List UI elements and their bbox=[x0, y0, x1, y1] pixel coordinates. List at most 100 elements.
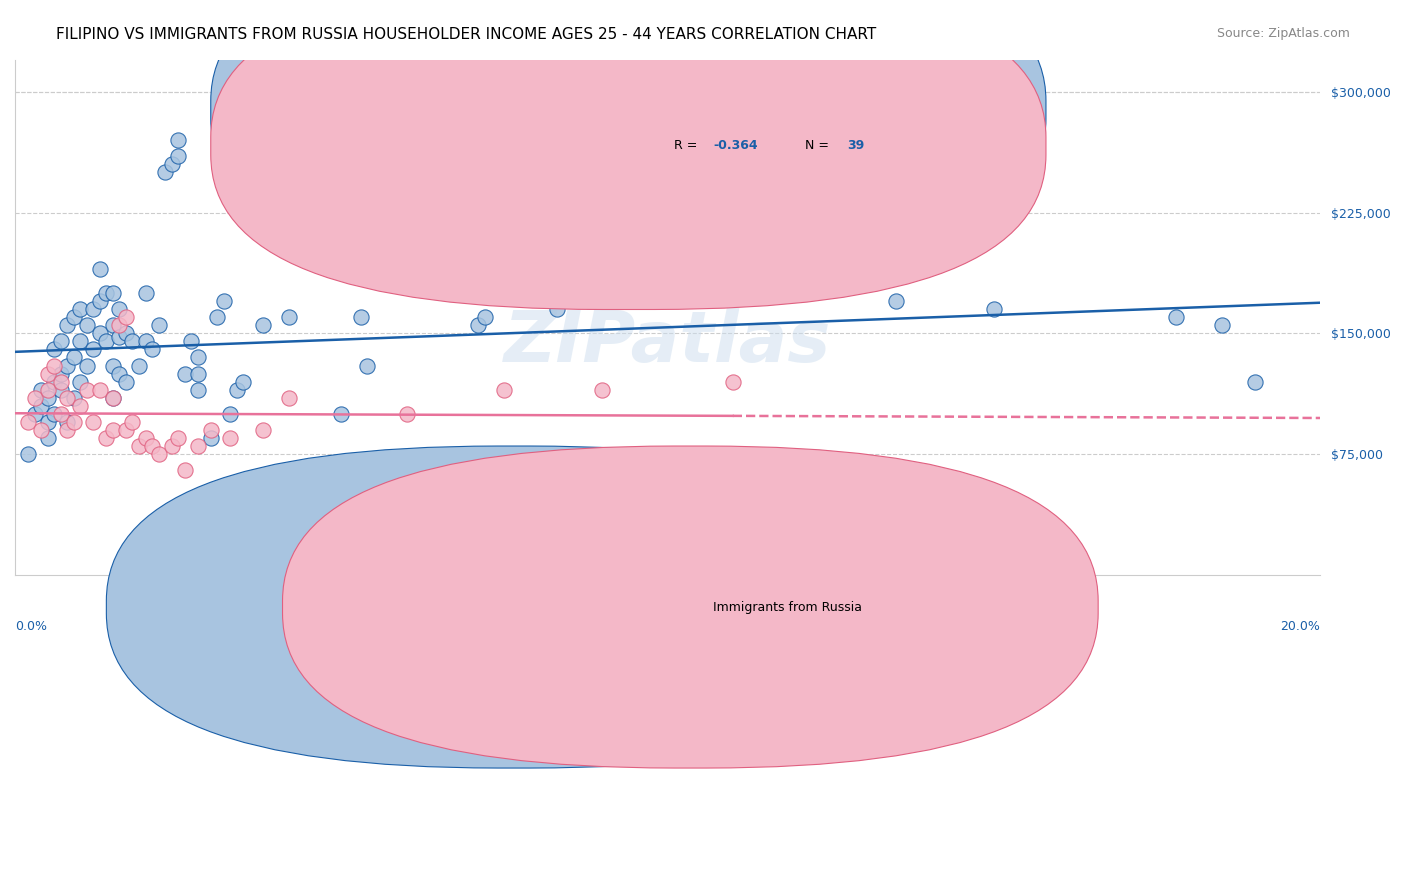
Point bbox=[69, 302, 91, 317]
FancyBboxPatch shape bbox=[107, 446, 922, 768]
Point bbox=[44, 375, 66, 389]
Point bbox=[89, 326, 111, 341]
Point bbox=[148, 318, 170, 333]
Point bbox=[187, 367, 209, 381]
FancyBboxPatch shape bbox=[576, 90, 1033, 168]
Text: R =: R = bbox=[673, 139, 702, 153]
Point bbox=[115, 423, 138, 437]
Point bbox=[546, 302, 568, 317]
Text: ZIPatlas: ZIPatlas bbox=[503, 309, 831, 377]
Point bbox=[134, 286, 156, 301]
Point bbox=[89, 261, 111, 276]
Text: 39: 39 bbox=[848, 139, 865, 153]
Point bbox=[30, 399, 52, 413]
Point bbox=[141, 343, 163, 357]
Text: Immigrants from Russia: Immigrants from Russia bbox=[713, 601, 862, 614]
Point bbox=[134, 431, 156, 445]
Point bbox=[494, 383, 516, 397]
Point bbox=[49, 407, 72, 421]
Point bbox=[30, 383, 52, 397]
Point bbox=[101, 423, 124, 437]
Point bbox=[30, 423, 52, 437]
Point bbox=[49, 375, 72, 389]
Point bbox=[141, 439, 163, 453]
Point bbox=[44, 359, 66, 373]
Point bbox=[82, 343, 104, 357]
Point bbox=[69, 334, 91, 349]
Point bbox=[76, 383, 98, 397]
Text: R =: R = bbox=[673, 102, 702, 115]
Point bbox=[1211, 318, 1233, 333]
Point bbox=[115, 375, 138, 389]
Point bbox=[1166, 310, 1188, 325]
Point bbox=[76, 318, 98, 333]
Point bbox=[115, 310, 138, 325]
Point bbox=[148, 447, 170, 461]
Text: 78: 78 bbox=[848, 102, 865, 115]
Point bbox=[101, 391, 124, 405]
Point bbox=[167, 149, 190, 163]
Point bbox=[173, 463, 195, 477]
Point bbox=[200, 423, 222, 437]
Point bbox=[356, 359, 378, 373]
Point bbox=[37, 415, 59, 429]
Point bbox=[983, 302, 1005, 317]
Point bbox=[37, 367, 59, 381]
Point bbox=[69, 375, 91, 389]
Point bbox=[62, 351, 84, 365]
Point bbox=[578, 294, 600, 309]
Point bbox=[108, 302, 131, 317]
Point bbox=[56, 359, 79, 373]
Point bbox=[24, 391, 46, 405]
Text: FILIPINO VS IMMIGRANTS FROM RUSSIA HOUSEHOLDER INCOME AGES 25 - 44 YEARS CORRELA: FILIPINO VS IMMIGRANTS FROM RUSSIA HOUSE… bbox=[56, 27, 876, 42]
Point bbox=[37, 383, 59, 397]
Text: Filipinos: Filipinos bbox=[537, 601, 588, 614]
Point bbox=[101, 286, 124, 301]
Point bbox=[160, 157, 183, 171]
Point bbox=[101, 391, 124, 405]
Point bbox=[330, 487, 353, 501]
Point bbox=[657, 286, 679, 301]
Point bbox=[134, 334, 156, 349]
Point bbox=[350, 310, 373, 325]
Point bbox=[115, 326, 138, 341]
Point bbox=[395, 407, 418, 421]
FancyBboxPatch shape bbox=[211, 0, 1046, 274]
Point bbox=[278, 391, 301, 405]
Point bbox=[49, 383, 72, 397]
Point bbox=[121, 415, 143, 429]
Point bbox=[44, 343, 66, 357]
Point bbox=[96, 334, 118, 349]
Text: -0.364: -0.364 bbox=[713, 139, 758, 153]
Point bbox=[219, 407, 242, 421]
FancyBboxPatch shape bbox=[283, 446, 1098, 768]
Point bbox=[696, 278, 718, 293]
Point bbox=[219, 431, 242, 445]
Point bbox=[76, 359, 98, 373]
Point bbox=[56, 318, 79, 333]
Point bbox=[128, 359, 150, 373]
Point bbox=[101, 318, 124, 333]
Point bbox=[108, 329, 131, 343]
Point bbox=[108, 367, 131, 381]
Point bbox=[62, 391, 84, 405]
Point bbox=[101, 359, 124, 373]
Point bbox=[284, 479, 307, 493]
Point bbox=[62, 310, 84, 325]
Point bbox=[180, 334, 202, 349]
Point bbox=[187, 383, 209, 397]
Point bbox=[212, 294, 235, 309]
Point bbox=[37, 431, 59, 445]
Point bbox=[187, 351, 209, 365]
Point bbox=[591, 383, 613, 397]
Point bbox=[121, 334, 143, 349]
Point bbox=[330, 407, 353, 421]
Point bbox=[167, 133, 190, 147]
Point bbox=[225, 383, 247, 397]
Point bbox=[252, 318, 274, 333]
Point bbox=[884, 294, 907, 309]
FancyBboxPatch shape bbox=[211, 0, 1046, 310]
Point bbox=[62, 415, 84, 429]
Point bbox=[187, 439, 209, 453]
Point bbox=[96, 286, 118, 301]
